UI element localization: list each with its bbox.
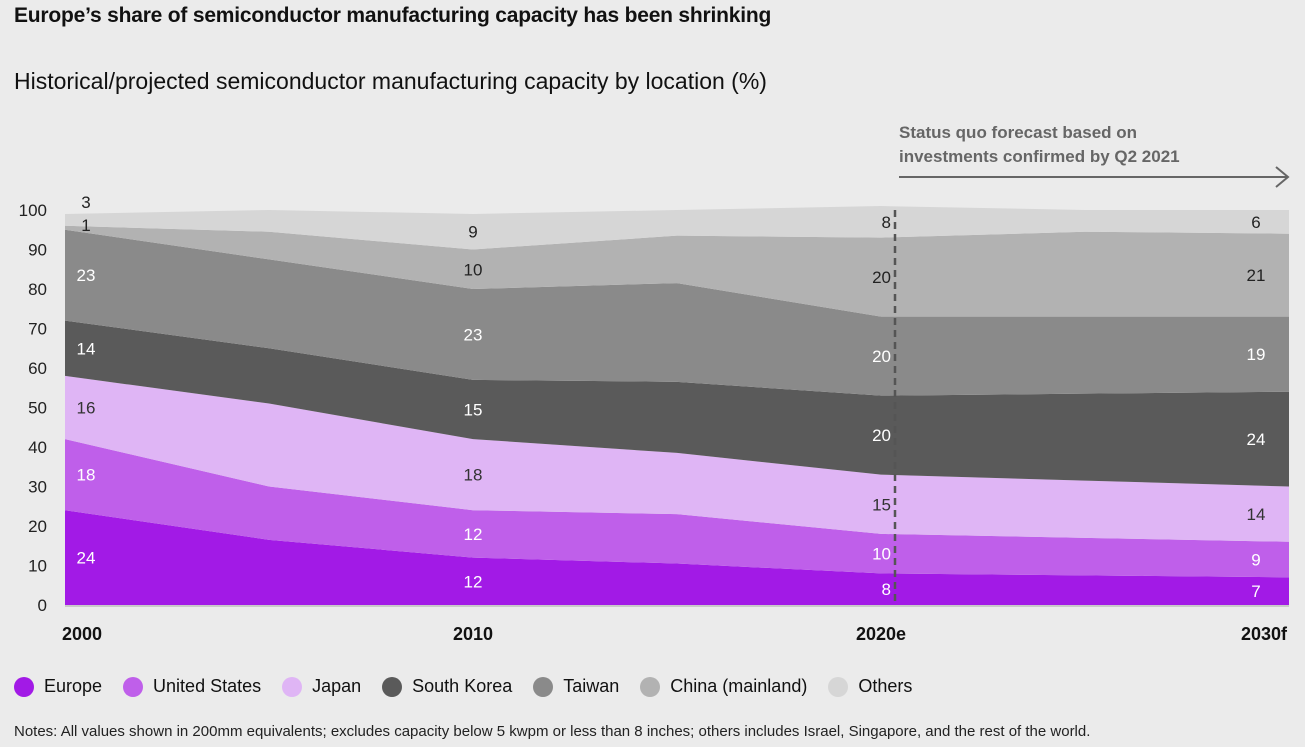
data-label-europe: 12 [464,572,483,591]
legend-label: Europe [44,676,103,696]
data-label-south-korea: 15 [464,400,483,419]
chart-subtitle: Historical/projected semiconductor manuf… [14,68,767,94]
x-tick-label: 2010 [453,624,493,644]
page-title: Europe’s share of semiconductor manufact… [14,4,772,27]
area-europe [65,510,1289,605]
area-united-states [65,439,1289,578]
data-label-south-korea: 20 [872,426,891,445]
data-label-europe: 24 [77,549,96,568]
legend-item-japan: Japan [282,676,361,697]
data-label-others: 8 [882,213,891,232]
y-tick-label: 10 [28,557,47,576]
y-tick-label: 40 [28,438,47,457]
x-tick-label: 2030f [1241,624,1288,644]
x-tick-label: 2020e [856,624,906,644]
y-tick-label: 100 [19,201,47,220]
legend-swatch [14,676,34,697]
legend-swatch [828,676,849,697]
data-label-united-states: 10 [872,545,891,564]
area-taiwan [65,229,1289,396]
legend-label: Japan [312,676,362,696]
data-label-japan: 15 [872,495,891,514]
legend-swatch [123,676,144,697]
data-label-taiwan: 20 [872,347,891,366]
area-china-mainland [65,225,1289,317]
area-others [65,206,1289,250]
legend-item-europe: Europe [14,676,102,697]
data-label-united-states: 12 [464,525,483,544]
legend-swatch [282,676,303,697]
legend-label: South Korea [412,676,513,696]
y-tick-label: 70 [28,320,47,339]
data-label-china-mainland: 1 [81,216,90,235]
y-tick-label: 90 [28,241,47,260]
legend-swatch [533,676,554,697]
data-label-taiwan: 23 [77,266,96,285]
data-label-japan: 14 [1247,505,1266,524]
data-label-others: 9 [468,223,477,242]
y-tick-label: 0 [38,596,47,615]
forecast-note-line-2: investments confirmed by Q2 2021 [899,147,1180,166]
data-label-taiwan: 23 [464,325,483,344]
data-label-others: 6 [1251,213,1260,232]
legend-item-taiwan: Taiwan [533,676,619,697]
legend-swatch [382,676,403,697]
data-label-taiwan: 19 [1247,345,1266,364]
chart-notes: Notes: All values shown in 200mm equival… [14,723,1091,740]
data-label-others: 3 [81,193,90,212]
data-label-china-mainland: 20 [872,268,891,287]
legend-label: China (mainland) [670,676,808,696]
area-south-korea [65,320,1289,487]
data-label-china-mainland: 10 [464,260,483,279]
legend-item-others: Others [828,676,912,697]
forecast-arrow-head [1275,166,1290,188]
data-label-europe: 7 [1251,582,1260,601]
data-label-china-mainland: 21 [1247,266,1266,285]
data-label-south-korea: 24 [1247,430,1266,449]
data-label-japan: 18 [464,466,483,485]
x-tick-label: 2000 [62,624,102,644]
y-tick-label: 60 [28,359,47,378]
data-label-united-states: 18 [77,466,96,485]
forecast-note: Status quo forecast based on investments… [899,121,1259,169]
legend-item-china-mainland: China (mainland) [640,676,807,697]
area-japan [65,375,1289,542]
data-label-japan: 16 [77,399,96,418]
legend-swatch [640,676,661,697]
data-label-europe: 8 [882,580,891,599]
data-label-south-korea: 14 [77,339,96,358]
y-tick-label: 80 [28,280,47,299]
legend-label: United States [153,676,262,696]
y-tick-label: 20 [28,517,47,536]
forecast-note-line-1: Status quo forecast based on [899,123,1138,142]
legend-label: Taiwan [563,676,620,696]
y-tick-label: 30 [28,478,47,497]
chart-legend: Europe United States Japan South Korea Taiwa… [14,676,933,697]
legend-item-south-korea: South Korea [382,676,512,697]
data-label-united-states: 9 [1251,551,1260,570]
y-tick-label: 50 [28,399,47,418]
legend-label: Others [858,676,913,696]
legend-item-united-states: United States [123,676,261,697]
